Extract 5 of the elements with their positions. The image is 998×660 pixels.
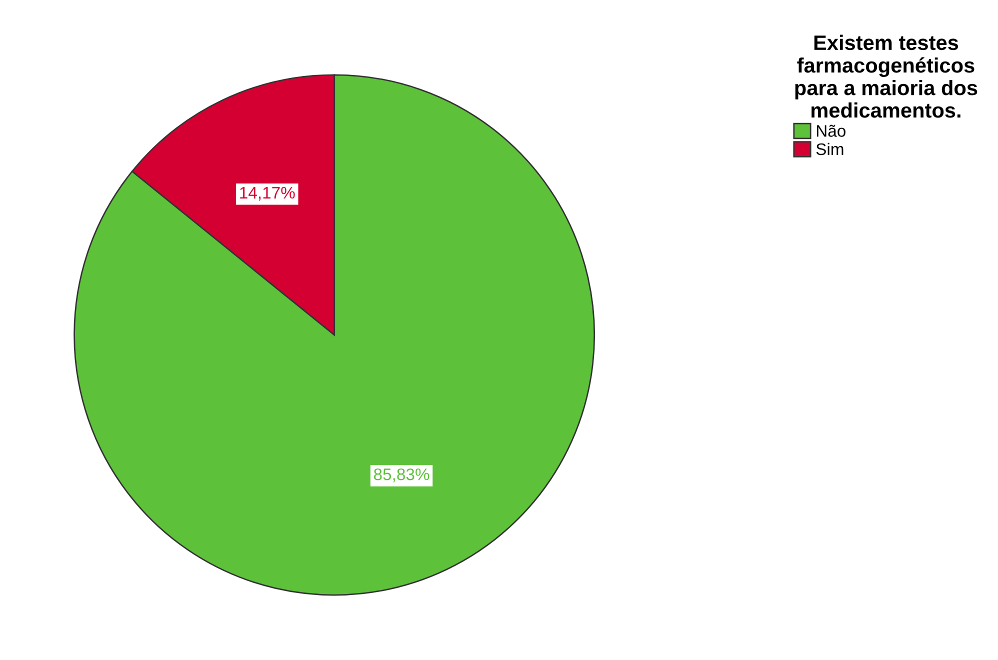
legend-title: Existem testes farmacogenéticos para a maioria dos medicamentos.: [795, 34, 978, 118]
legend-label: Não: [816, 124, 846, 137]
data-label: 85,83%: [374, 468, 430, 482]
data-label: 14,17%: [240, 186, 295, 201]
legend-label: Sim: [816, 142, 844, 156]
